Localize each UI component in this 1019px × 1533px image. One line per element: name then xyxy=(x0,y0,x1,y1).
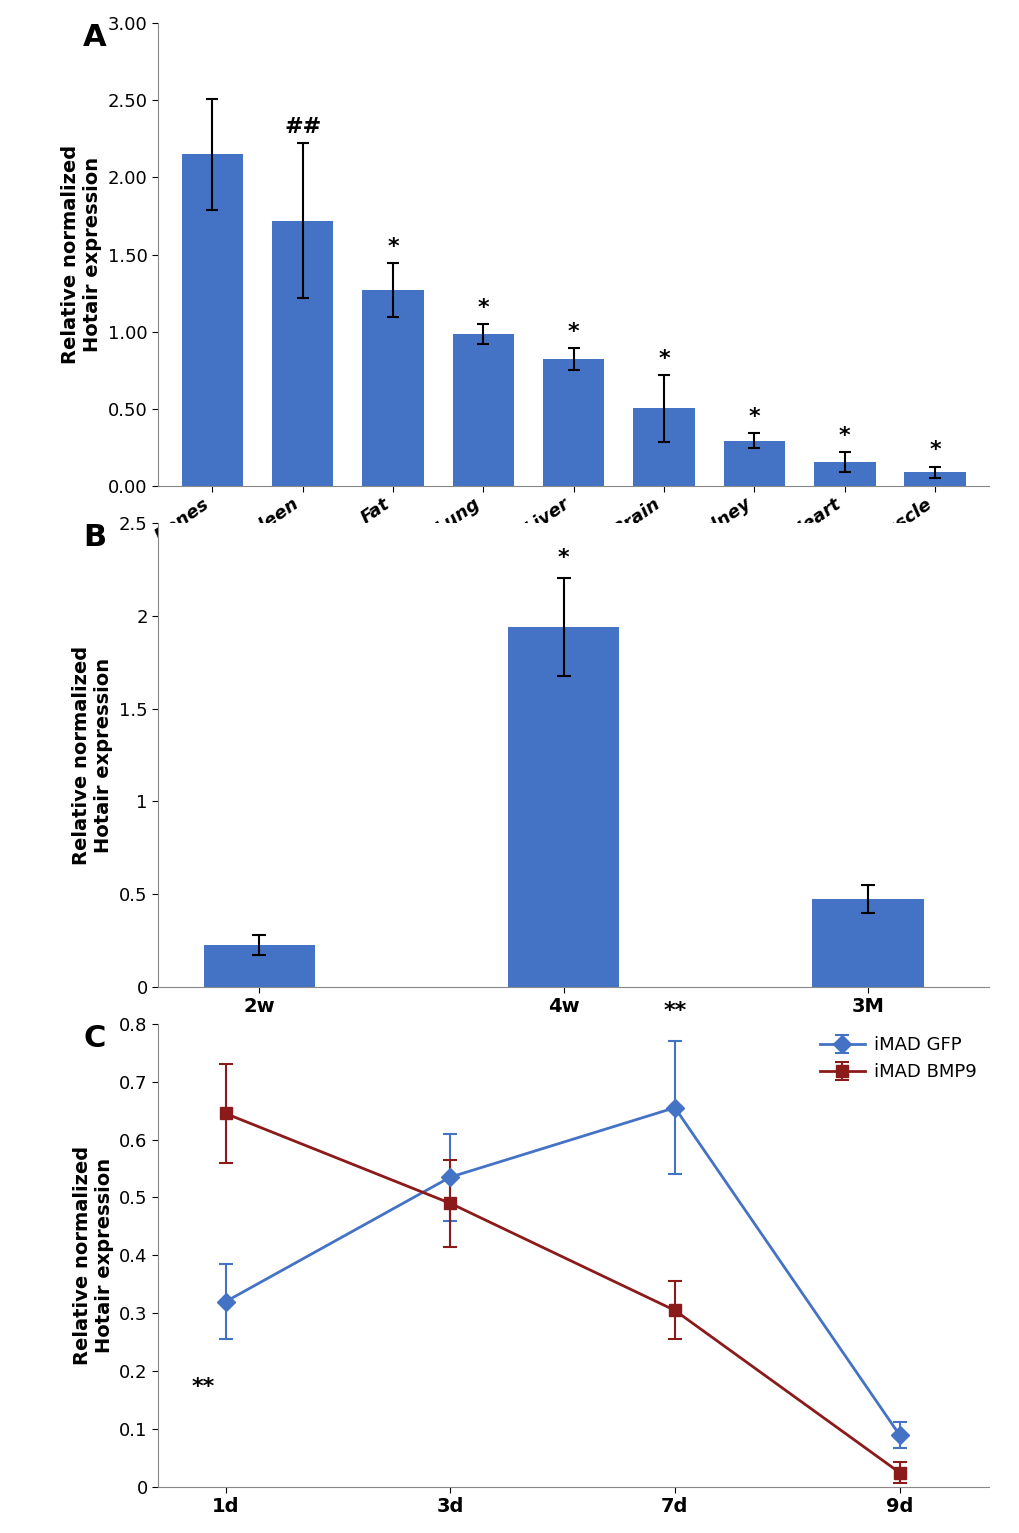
Text: **: ** xyxy=(192,1377,214,1397)
Text: ##: ## xyxy=(283,118,321,138)
Text: *: * xyxy=(839,426,850,446)
Text: *: * xyxy=(557,547,569,567)
Bar xyxy=(723,440,785,486)
Bar xyxy=(633,408,694,486)
Bar xyxy=(542,359,604,486)
Legend: iMAD GFP, iMAD BMP9: iMAD GFP, iMAD BMP9 xyxy=(815,1033,979,1085)
Y-axis label: Relative normalized
Hotair expression: Relative normalized Hotair expression xyxy=(72,645,113,865)
Text: *: * xyxy=(477,297,489,317)
Y-axis label: Relative normalized
Hotair expression: Relative normalized Hotair expression xyxy=(61,146,102,365)
Bar xyxy=(904,472,965,486)
Text: *: * xyxy=(928,440,941,460)
Text: **: ** xyxy=(662,1001,686,1021)
Bar xyxy=(362,290,423,486)
Text: *: * xyxy=(387,238,398,258)
Text: B: B xyxy=(84,523,106,552)
Bar xyxy=(181,155,243,486)
Text: C: C xyxy=(84,1024,106,1053)
Text: *: * xyxy=(748,406,759,426)
Text: *: * xyxy=(657,350,669,369)
Bar xyxy=(507,627,619,987)
Bar xyxy=(452,334,514,486)
Bar xyxy=(811,898,922,987)
Bar xyxy=(272,221,333,486)
Text: A: A xyxy=(84,23,107,52)
Bar xyxy=(813,463,874,486)
Bar xyxy=(204,944,315,987)
Text: *: * xyxy=(568,322,579,342)
Y-axis label: Relative normalized
Hotair expression: Relative normalized Hotair expression xyxy=(72,1145,113,1364)
